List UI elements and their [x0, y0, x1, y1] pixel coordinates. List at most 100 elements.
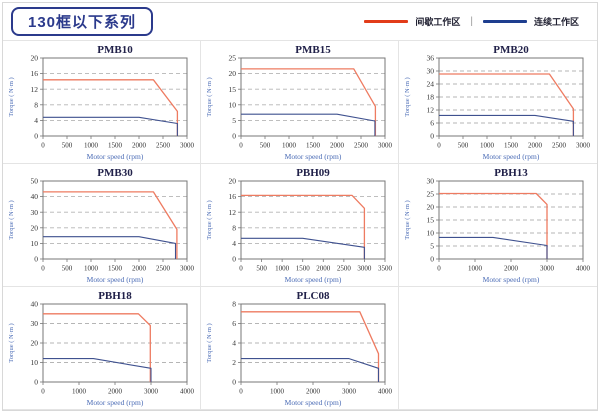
chart-cell-plc08: PLC08 0 2 4 6 8 0 1000 2000 3000 4000 Motor speed (… [201, 287, 399, 410]
series-continuous [42, 116, 178, 136]
svg-text:1000: 1000 [282, 141, 297, 149]
svg-text:18: 18 [427, 92, 435, 101]
series-intermittent [42, 312, 151, 382]
chart-title: PBH13 [494, 167, 528, 179]
y-axis-label: Torque ( N·m ) [404, 200, 411, 239]
series-continuous [439, 114, 574, 136]
chart-grid: PMB10 0 4 8 12 16 20 0 500 1000 1500 2000 2500 3000 Mo… [3, 40, 597, 410]
chart-title: PLC08 [296, 290, 330, 302]
svg-text:500: 500 [256, 264, 267, 272]
svg-text:16: 16 [30, 69, 38, 78]
x-axis-label: Motor speed (rpm) [284, 398, 341, 407]
svg-text:40: 40 [30, 299, 38, 308]
y-axis-label: Torque ( N·m ) [404, 77, 411, 116]
svg-text:3000: 3000 [180, 264, 195, 272]
svg-text:3000: 3000 [357, 264, 372, 272]
series-continuous [439, 236, 548, 259]
chart-pbh13: PBH13 0 5 10 15 20 25 30 0 1000 2000 3000 4000 Motor … [404, 167, 591, 284]
chart-cell-pbh09: PBH09 0 4 8 12 16 20 0 500 1000 1500 2000 2500 3000 35… [201, 164, 399, 287]
svg-text:3000: 3000 [342, 387, 357, 395]
svg-text:24: 24 [427, 79, 435, 88]
svg-text:1500: 1500 [295, 264, 310, 272]
x-axis-label: Motor speed (rpm) [284, 275, 341, 284]
svg-text:1000: 1000 [84, 264, 99, 272]
svg-text:3500: 3500 [378, 264, 393, 272]
series-continuous [240, 357, 379, 382]
chart-title: PBH09 [296, 167, 330, 179]
svg-text:20: 20 [228, 69, 236, 78]
svg-text:0: 0 [34, 254, 38, 263]
svg-text:8: 8 [232, 223, 236, 232]
svg-text:50: 50 [30, 176, 38, 185]
svg-text:1000: 1000 [468, 264, 483, 272]
svg-text:20: 20 [427, 202, 435, 211]
chart-title: PMB20 [493, 44, 529, 56]
svg-text:30: 30 [427, 176, 435, 185]
svg-text:2500: 2500 [156, 141, 171, 149]
chart-cell-pbh13: PBH13 0 5 10 15 20 25 30 0 1000 2000 3000 4000 Motor … [399, 164, 597, 287]
svg-text:2000: 2000 [132, 264, 147, 272]
svg-text:20: 20 [30, 53, 38, 62]
continuous-line-swatch [482, 20, 527, 23]
chart-cell-pmb20: PMB20 0 6 12 18 24 30 36 0 500 1000 1500 2000 2500 300… [399, 41, 597, 164]
svg-text:6: 6 [232, 319, 236, 328]
svg-text:10: 10 [30, 239, 38, 248]
svg-text:0: 0 [239, 387, 243, 395]
svg-text:16: 16 [228, 192, 236, 201]
svg-text:40: 40 [30, 192, 38, 201]
svg-text:3000: 3000 [378, 141, 393, 149]
svg-text:0: 0 [239, 264, 243, 272]
series-intermittent [42, 78, 178, 136]
page-header: 130框以下系列 间歇工作区 | 连续工作区 [3, 3, 597, 40]
svg-text:0: 0 [232, 377, 236, 386]
empty-cell [399, 287, 597, 410]
intermittent-line-swatch [364, 20, 409, 23]
y-axis-label: Torque ( N·m ) [206, 200, 213, 239]
svg-text:12: 12 [228, 207, 236, 216]
intermittent-label: 间歇工作区 [415, 17, 461, 27]
svg-text:2000: 2000 [108, 387, 123, 395]
series-continuous [240, 237, 365, 259]
series-continuous [240, 113, 375, 136]
svg-text:5: 5 [232, 116, 236, 125]
svg-text:20: 20 [30, 338, 38, 347]
chart-title: PBH18 [98, 290, 132, 302]
x-axis-label: Motor speed (rpm) [284, 152, 341, 161]
svg-text:6: 6 [430, 118, 434, 127]
svg-text:500: 500 [259, 141, 270, 149]
continuous-label: 连续工作区 [533, 17, 579, 27]
svg-text:25: 25 [427, 189, 435, 198]
series-intermittent [42, 190, 178, 259]
svg-text:4: 4 [232, 338, 236, 347]
x-axis-label: Motor speed (rpm) [86, 152, 143, 161]
y-axis-label: Torque ( N·m ) [8, 323, 15, 362]
svg-text:10: 10 [30, 358, 38, 367]
chart-cell-pmb15: PMB15 0 5 10 15 20 25 0 500 1000 1500 2000 2500 3000 M… [201, 41, 399, 164]
svg-text:4: 4 [34, 116, 38, 125]
svg-text:10: 10 [427, 228, 435, 237]
svg-text:2000: 2000 [504, 264, 519, 272]
y-axis-label: Torque ( N·m ) [206, 323, 213, 362]
svg-text:10: 10 [228, 100, 236, 109]
svg-text:0: 0 [232, 131, 236, 140]
svg-text:3000: 3000 [576, 141, 591, 149]
svg-text:36: 36 [427, 53, 435, 62]
svg-text:4: 4 [232, 239, 236, 248]
svg-text:4000: 4000 [180, 387, 195, 395]
legend-separator: | [470, 16, 473, 27]
svg-text:2000: 2000 [306, 387, 321, 395]
svg-text:8: 8 [34, 100, 38, 109]
x-axis-label: Motor speed (rpm) [86, 398, 143, 407]
svg-text:2500: 2500 [552, 141, 567, 149]
svg-text:2000: 2000 [330, 141, 345, 149]
svg-text:500: 500 [458, 141, 469, 149]
svg-text:0: 0 [430, 131, 434, 140]
svg-text:0: 0 [430, 254, 434, 263]
chart-pmb10: PMB10 0 4 8 12 16 20 0 500 1000 1500 2000 2500 3000 Mo… [8, 44, 195, 161]
chart-pbh18: PBH18 0 10 20 30 40 0 1000 2000 3000 4000 Motor spe… [8, 290, 195, 407]
series-continuous [42, 235, 176, 259]
svg-text:0: 0 [232, 254, 236, 263]
svg-text:1000: 1000 [275, 264, 290, 272]
svg-text:30: 30 [30, 319, 38, 328]
svg-text:500: 500 [61, 141, 72, 149]
